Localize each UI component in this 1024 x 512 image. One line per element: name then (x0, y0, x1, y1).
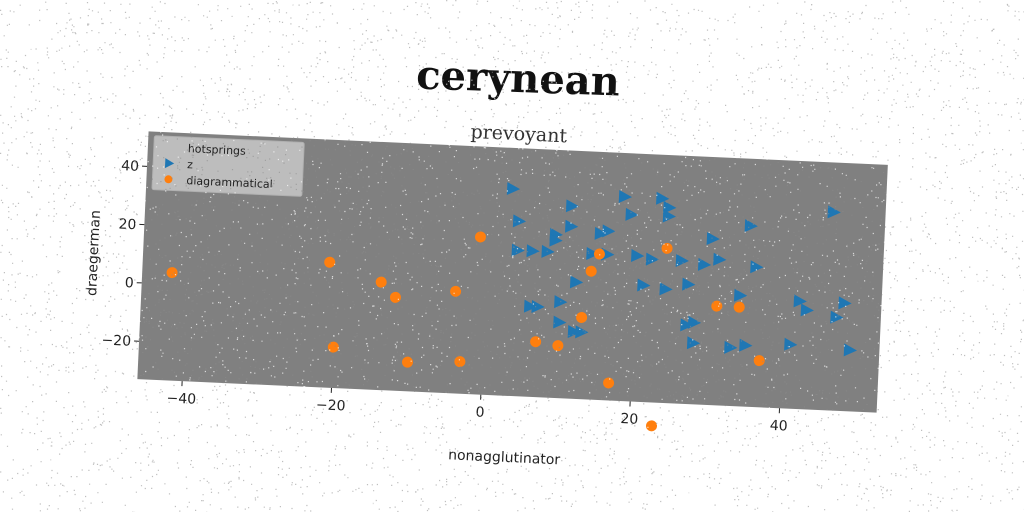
point-z (511, 243, 525, 257)
x-tick-label: 40 (769, 418, 788, 435)
point-z (567, 324, 581, 338)
y-tick-label: 40 (121, 158, 140, 175)
point-z (637, 278, 651, 292)
point-diagrammatical (733, 301, 745, 313)
point-z (682, 277, 696, 291)
point-z (602, 224, 616, 238)
point-z (549, 233, 563, 247)
point-z (618, 190, 632, 204)
point-diagrammatical (593, 248, 605, 260)
x-axis-label: nonagglutinator (448, 447, 561, 468)
point-z (645, 252, 660, 266)
data-points (166, 182, 857, 432)
point-z (565, 199, 580, 213)
chart-subtitle: prevoyant (470, 121, 568, 147)
point-diagrammatical (389, 291, 401, 303)
point-z (680, 318, 694, 332)
y-tick-label: 0 (124, 275, 134, 291)
point-diagrammatical (603, 377, 615, 389)
point-z (830, 310, 844, 324)
point-z (827, 205, 841, 219)
point-z (575, 325, 589, 339)
point-z (724, 340, 738, 354)
point-z (526, 244, 540, 258)
point-z (523, 299, 538, 313)
point-z (506, 182, 521, 196)
chart-title: cerynean (415, 51, 620, 105)
point-z (784, 337, 798, 351)
legend-label-hotsprings: hotsprings (188, 142, 247, 158)
x-axis-ticks: −40 −20 0 20 40 (166, 381, 788, 435)
point-z (687, 315, 702, 329)
point-diagrammatical (753, 355, 765, 367)
point-z (531, 299, 545, 313)
point-z (594, 226, 608, 240)
point-z (838, 296, 852, 310)
point-z (697, 257, 712, 271)
point-z (663, 200, 677, 214)
point-z (541, 244, 555, 258)
point-diagrammatical (166, 267, 178, 279)
y-tick-label: −20 (101, 333, 131, 350)
legend-label-diagrammatical: diagrammatical (186, 174, 273, 191)
legend-box (151, 135, 305, 197)
point-z (793, 294, 807, 308)
point-z (744, 219, 758, 233)
point-diagrammatical (475, 231, 487, 243)
x-tick-label: −40 (166, 390, 196, 407)
point-z (512, 214, 527, 228)
legend-label-z: z (187, 158, 194, 171)
point-diagrammatical (324, 256, 336, 268)
x-tick-label: 0 (475, 404, 485, 420)
plot-group: prevoyant −40 −20 0 20 40 −20 0 20 40 hotspring… (84, 121, 888, 468)
y-axis-label: draegerman (84, 210, 104, 297)
point-z (553, 315, 567, 329)
legend-marker-diagrammatical (164, 175, 173, 184)
plot-area (137, 131, 888, 413)
point-z (675, 253, 689, 267)
point-z (586, 246, 600, 260)
point-z (800, 303, 814, 317)
point-z (713, 252, 727, 266)
point-diagrammatical (552, 340, 564, 352)
x-tick-label: −20 (316, 397, 346, 414)
point-z (625, 207, 639, 221)
point-z (656, 191, 670, 205)
point-z (569, 275, 584, 289)
point-z (630, 249, 645, 262)
point-z (686, 336, 701, 350)
y-axis-ticks: −20 0 20 40 (101, 158, 148, 350)
point-diagrammatical (576, 311, 588, 323)
point-diagrammatical (327, 341, 339, 353)
y-tick-label: 20 (118, 216, 137, 233)
point-diagrammatical (450, 285, 462, 297)
point-z (843, 343, 857, 357)
point-z (601, 247, 615, 261)
point-diagrammatical (646, 420, 658, 432)
point-z (706, 231, 720, 245)
point-diagrammatical (661, 242, 673, 254)
point-z (564, 219, 579, 233)
legend-marker-z (164, 158, 175, 169)
point-diagrammatical (454, 356, 466, 368)
point-z (733, 288, 748, 302)
point-diagrammatical (375, 276, 387, 288)
point-z (739, 338, 753, 352)
point-diagrammatical (585, 265, 597, 277)
point-diagrammatical (401, 356, 413, 368)
x-tick-label: 20 (620, 411, 639, 428)
